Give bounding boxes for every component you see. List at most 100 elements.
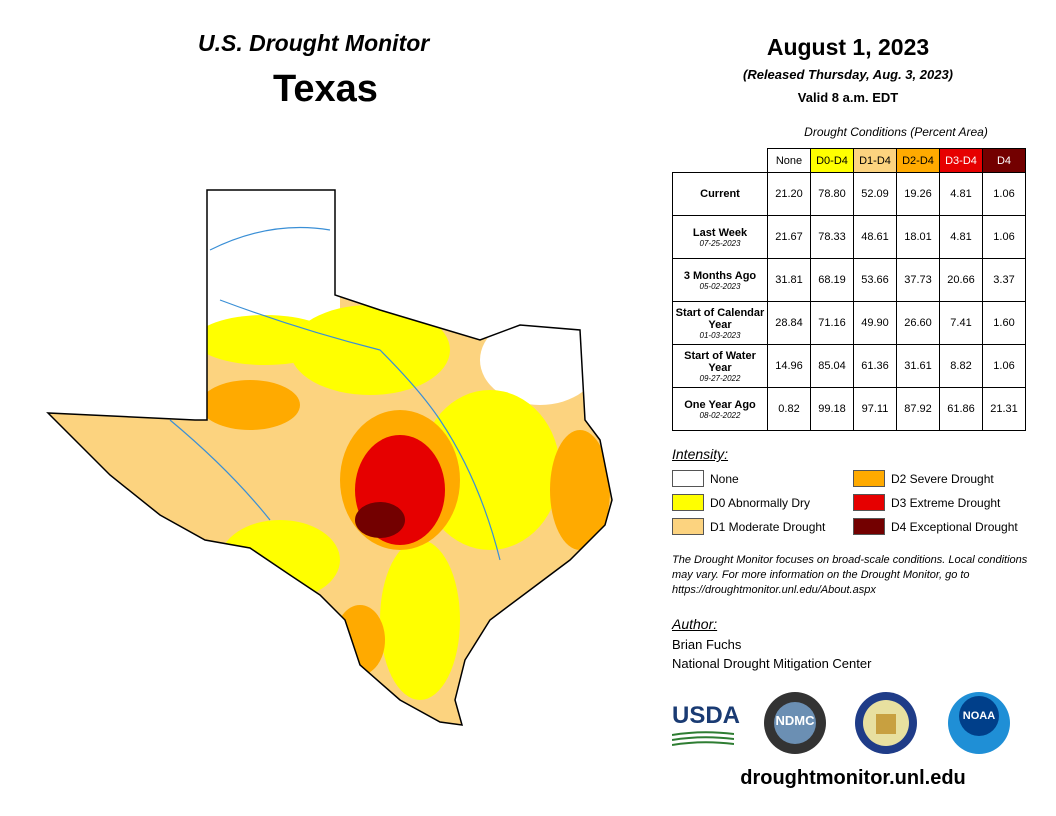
row-label: 3 Months Ago	[683, 269, 757, 282]
table-caption: Drought Conditions (Percent Area)	[804, 125, 988, 139]
legend-label: D4 Exceptional Drought	[891, 519, 1018, 534]
legend-swatch	[672, 470, 704, 487]
value-cell: 3.37	[982, 258, 1026, 302]
legend-label: D0 Abnormally Dry	[710, 495, 811, 510]
column-header: D3-D4	[939, 148, 983, 173]
legend-item: None	[672, 470, 739, 487]
drought-areas	[48, 190, 612, 725]
row-label: One Year Ago	[684, 398, 756, 411]
legend-item: D2 Severe Drought	[853, 470, 994, 487]
row-label-cell: Current	[672, 172, 768, 216]
legend-swatch	[853, 518, 885, 535]
legend-title: Intensity:	[672, 446, 729, 462]
legend-item: D3 Extreme Drought	[853, 494, 1000, 511]
value-cell: 20.66	[939, 258, 983, 302]
legend-item: D1 Moderate Drought	[672, 518, 825, 535]
author-org: National Drought Mitigation Center	[672, 656, 872, 671]
legend-label: D3 Extreme Drought	[891, 495, 1001, 510]
value-cell: 26.60	[896, 301, 940, 345]
value-cell: 68.19	[810, 258, 854, 302]
note: The Drought Monitor focuses on broad-sca…	[672, 554, 1028, 596]
row-label-cell: Last Week 07-25-2023	[672, 215, 768, 259]
noaa-logo: NOAA	[962, 710, 996, 722]
column-header: D2-D4	[896, 148, 940, 173]
row: Start of Water Year 09-27-2022 14.96 85.04 6…	[672, 344, 1026, 388]
value-cell: 4.81	[939, 215, 983, 259]
legend-item: D4 Exceptional Drought	[853, 518, 1018, 535]
value-cell: 61.36	[853, 344, 897, 388]
state-title: Texas	[273, 68, 378, 110]
value-cell: 49.90	[853, 301, 897, 345]
value-cell: 0.82	[767, 387, 811, 431]
value-cell: 87.92	[896, 387, 940, 431]
value-cell: 85.04	[810, 344, 854, 388]
row-label: Start of Calendar Year	[675, 306, 765, 331]
row-label: Start of Water Year	[684, 349, 756, 374]
value-cell: 21.20	[767, 172, 811, 216]
value-cell: 4.81	[939, 172, 983, 216]
row-label-cell: Start of Calendar Year 01-03-2023	[672, 301, 768, 345]
value-cell: 71.16	[810, 301, 854, 345]
value-cell: 48.61	[853, 215, 897, 259]
value-cell: 8.82	[939, 344, 983, 388]
value-cell: 52.09	[853, 172, 897, 216]
row-date: 01-03-2023	[699, 330, 741, 340]
value-cell: 1.06	[982, 172, 1026, 216]
row-date: 09-27-2022	[699, 373, 741, 383]
value-cell: 21.67	[767, 215, 811, 259]
legend-swatch	[672, 494, 704, 511]
stats-table: None D0-D4 D1-D4 D2-D4 D3-D4 D4 Current 21.20 78…	[672, 148, 1026, 431]
value-cell: 78.80	[810, 172, 854, 216]
value-cell: 14.96	[767, 344, 811, 388]
row: Last Week 07-25-2023 21.67 78.33 48.61 18.01 4…	[672, 215, 1026, 259]
value-cell: 97.11	[853, 387, 897, 431]
header-row: None D0-D4 D1-D4 D2-D4 D3-D4 D4	[673, 148, 1026, 173]
legend-swatch	[853, 494, 885, 511]
row-date: 05-02-2023	[699, 281, 741, 291]
value-cell: 1.06	[982, 344, 1026, 388]
author-title: Author:	[672, 616, 718, 632]
legend-swatch	[672, 518, 704, 535]
value-cell: 37.73	[896, 258, 940, 302]
row-label: Last Week	[692, 226, 748, 239]
row-label: Current	[700, 188, 740, 200]
ndmc-logo-shape	[764, 692, 826, 754]
value-cell: 28.84	[767, 301, 811, 345]
legend-item: D0 Abnormally Dry	[672, 494, 810, 511]
row-label-cell: One Year Ago 08-02-2022	[672, 387, 768, 431]
usda-swoosh	[672, 731, 734, 746]
legend-label: None	[710, 471, 739, 486]
row: One Year Ago 08-02-2022 0.82 99.18 97.11 87.9…	[672, 387, 1026, 431]
row: Current 21.20 78.80 52.09 19.26 4.81 1.06	[672, 172, 1026, 216]
author-name: Brian Fuchs	[672, 637, 742, 652]
date-title: August 1, 2023	[766, 34, 930, 60]
value-cell: 7.41	[939, 301, 983, 345]
usda-logo: USDA	[672, 702, 741, 729]
value-cell: 53.66	[853, 258, 897, 302]
column-header: D4	[982, 148, 1026, 173]
row-date: 07-25-2023	[699, 238, 741, 248]
row-label-cell: Start of Water Year 09-27-2022	[672, 344, 768, 388]
value-cell: 1.60	[982, 301, 1026, 345]
doc-logo	[855, 692, 917, 754]
column-header: D0-D4	[810, 148, 854, 173]
ndmc-logo: NDMC	[775, 713, 815, 728]
row: Start of Calendar Year 01-03-2023 28.84 71.…	[672, 301, 1026, 345]
valid: Valid 8 a.m. EDT	[797, 90, 899, 105]
url: droughtmonitor.unl.edu	[740, 767, 966, 789]
value-cell: 21.31	[982, 387, 1026, 431]
program-title: U.S. Drought Monitor	[198, 30, 430, 56]
released: (Released Thursday, Aug. 3, 2023)	[743, 67, 953, 82]
column-header: None	[767, 148, 811, 173]
legend-swatch	[853, 470, 885, 487]
value-cell: 99.18	[810, 387, 854, 431]
value-cell: 19.26	[896, 172, 940, 216]
value-cell: 61.86	[939, 387, 983, 431]
column-header: D1-D4	[853, 148, 897, 173]
noaa-logo-shape	[948, 692, 1010, 754]
value-cell: 78.33	[810, 215, 854, 259]
value-cell: 31.61	[896, 344, 940, 388]
row-label-cell: 3 Months Ago 05-02-2023	[672, 258, 768, 302]
map	[46, 189, 613, 726]
